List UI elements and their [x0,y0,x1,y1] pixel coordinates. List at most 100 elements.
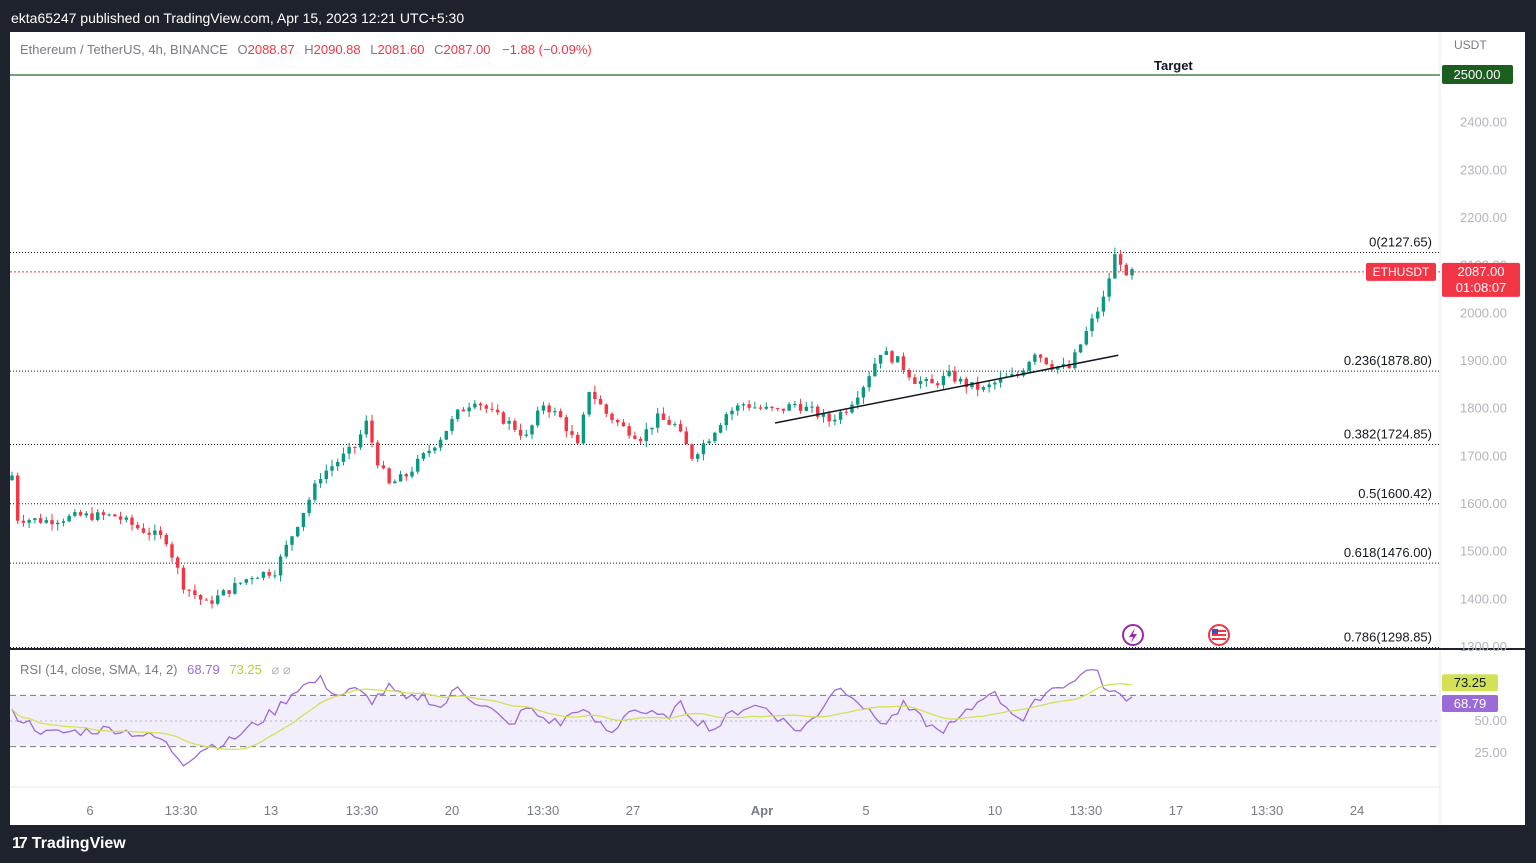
candle-body [1124,264,1128,276]
candle-body [518,429,523,436]
candle-body [627,426,631,436]
candle-body [1084,331,1088,345]
flash-event-icon[interactable] [1122,624,1144,646]
legend-high-label: H [304,42,313,57]
candle-body [404,474,408,477]
candle-body [553,411,557,413]
rsi-axis[interactable]: 50.00 25.00 [1474,713,1507,760]
candle-body [878,354,883,364]
candle-body [56,522,60,525]
candle-body [1050,364,1054,370]
candle-body [478,403,483,406]
candle-body [38,518,43,523]
candle-body [718,425,723,433]
footer: 17 TradingView [0,825,1536,863]
candle-body [1073,352,1077,369]
candle-body [816,406,820,417]
rsi-sma-badge-value: 73.25 [1454,675,1487,690]
candle-body [741,404,746,406]
legend-close-label: C [434,42,443,57]
price-axis[interactable]: 2400.002300.002200.002100.002000.001900.… [1460,115,1507,654]
candle-body [644,429,648,442]
rsi-sma-badge [1442,674,1498,692]
target-annotation[interactable]: Target 2500.00 [10,58,1513,84]
candle-body [1113,254,1117,279]
trendline-group[interactable] [774,354,1119,424]
time-tick: 13:30 [346,803,379,818]
time-tick: 13:30 [165,803,198,818]
candle-body [821,413,826,417]
candle-body [238,582,243,584]
candle-body [261,571,266,578]
legend-change: −1.88 (−0.09%) [502,42,592,57]
candle-body [1056,366,1060,370]
candle-body [67,515,71,522]
candle-body [667,419,671,425]
time-axis[interactable]: 6 13:30 13 13:30 20 13:30 27 Apr 5 10 13:30 17 13:30… [86,803,1364,818]
candle-body [987,384,991,388]
candle-body [244,579,248,583]
chart-svg[interactable]: Ethereum / TetherUS, 4h, BINANCE O2088.8… [10,32,1525,825]
candle-body [353,446,357,448]
price-tick: 2000.00 [1460,305,1507,320]
candle-body [873,363,877,377]
candle-body [330,466,334,471]
chart-canvas[interactable]: Ethereum / TetherUS, 4h, BINANCE O2088.8… [10,32,1525,825]
target-price-label: 2500.00 [1454,67,1501,82]
candle-body [941,376,946,386]
candle-body [130,517,134,525]
candle-body [776,408,780,410]
candle-body [1061,364,1066,367]
target-price-badge [1442,65,1513,84]
fib-retracement[interactable]: 0(2127.65) 0.236(1878.80) 0.382(1724.85) 0.… [10,234,1440,649]
candle-body [433,447,437,451]
fib-level-label: 0.236(1878.80) [1344,353,1432,368]
candle-body [398,474,403,482]
candle-body [1044,357,1048,365]
candle-body [370,420,374,443]
candle-body [747,404,751,408]
us-flag-event-icon[interactable] [1208,624,1230,646]
candle-body [416,458,420,472]
candle-body [530,425,534,435]
candle-body [164,535,168,545]
candle-body [176,557,180,568]
candle-body [193,590,197,595]
candle-body [856,397,860,405]
time-tick: 5 [862,803,869,818]
candle-body [844,411,848,413]
candle-body [147,532,151,535]
rsi-sma-line [11,683,1133,751]
published-line: ekta65247 published on TradingView.com, … [11,10,465,26]
candle-body [707,441,711,444]
time-tick: 27 [626,803,640,818]
candle-body [21,520,26,523]
candle-body [61,521,66,523]
candle-body [50,520,54,525]
candle-body [616,420,620,423]
candle-body [296,527,300,537]
candle-body [810,406,814,408]
legend-open-label: O [237,42,247,57]
rsi-pane[interactable]: RSI (14, close, SMA, 14, 2) 68.79 73.25 … [10,662,1507,767]
rsi-tick: 50.00 [1474,713,1507,728]
candle-body [461,409,466,412]
last-price-value: 2087.00 [1458,264,1505,279]
candle-body [787,404,791,411]
price-tick: 1800.00 [1460,401,1507,416]
tradingview-logo[interactable]: 17 TradingView [12,835,126,853]
candle-body [496,409,500,413]
candle-body [936,383,940,386]
candle-body [44,520,48,523]
candle-body [216,595,220,604]
candle-body [924,378,928,382]
candle-body [318,479,323,484]
candle-body [101,512,106,515]
bar-countdown: 01:08:07 [1456,280,1507,295]
candle-body [96,512,100,520]
candle-body [661,413,666,420]
symbol-tag-text: ETHUSDT [1373,265,1430,279]
candle-body [713,432,717,442]
candle-body [1010,374,1014,377]
candle-body [187,589,191,591]
